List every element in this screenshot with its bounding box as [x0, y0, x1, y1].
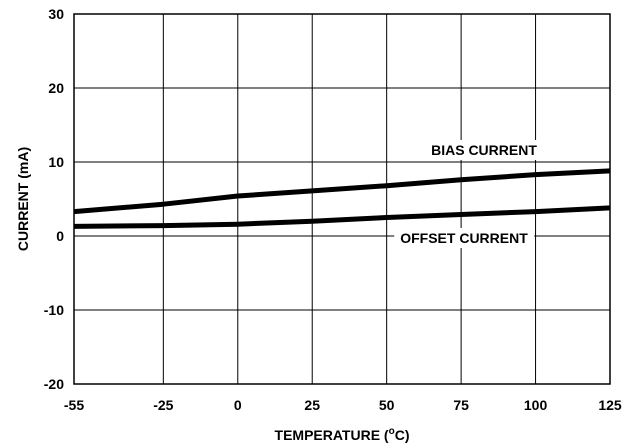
- x-tick-label: 0: [234, 397, 242, 413]
- x-tick-label: -25: [153, 397, 173, 413]
- y-tick-label: -20: [44, 376, 64, 392]
- grid: [74, 14, 610, 384]
- y-tick-label: 30: [48, 6, 64, 22]
- series-line-offset-current: [73, 205, 611, 229]
- x-axis-label-sup: o: [389, 426, 395, 437]
- y-tick-labels: -20 -10 0 10 20 30: [44, 6, 64, 392]
- x-tick-label: 100: [524, 397, 548, 413]
- y-tick-label: 10: [48, 154, 64, 170]
- y-tick-label: 20: [48, 80, 64, 96]
- x-axis-label-end: C): [395, 427, 410, 443]
- x-axis-label: TEMPERATURE (oC): [275, 426, 410, 443]
- x-axis-label-main: TEMPERATURE (: [275, 427, 389, 443]
- y-tick-label: 0: [56, 228, 64, 244]
- y-tick-label: -10: [44, 302, 64, 318]
- annotation-background: [394, 228, 535, 248]
- annotation-offset-current: OFFSET CURRENT: [400, 230, 528, 246]
- y-axis-label: CURRENT (mA): [15, 147, 31, 251]
- x-tick-label: -55: [64, 397, 84, 413]
- x-tick-label: 125: [598, 397, 622, 413]
- annotation-bias-current: BIAS CURRENT: [431, 142, 537, 158]
- x-tick-label: 50: [379, 397, 395, 413]
- x-tick-labels: -55 -25 0 25 50 75 100 125: [64, 397, 622, 413]
- plot-frame: [73, 13, 611, 385]
- x-tick-label: 25: [304, 397, 320, 413]
- x-tick-label: 75: [453, 397, 469, 413]
- series-layer: [73, 168, 611, 229]
- annotations: BIAS CURRENT OFFSET CURRENT: [394, 140, 544, 248]
- annotation-background: [425, 140, 544, 160]
- series-line-bias-current: [73, 168, 611, 215]
